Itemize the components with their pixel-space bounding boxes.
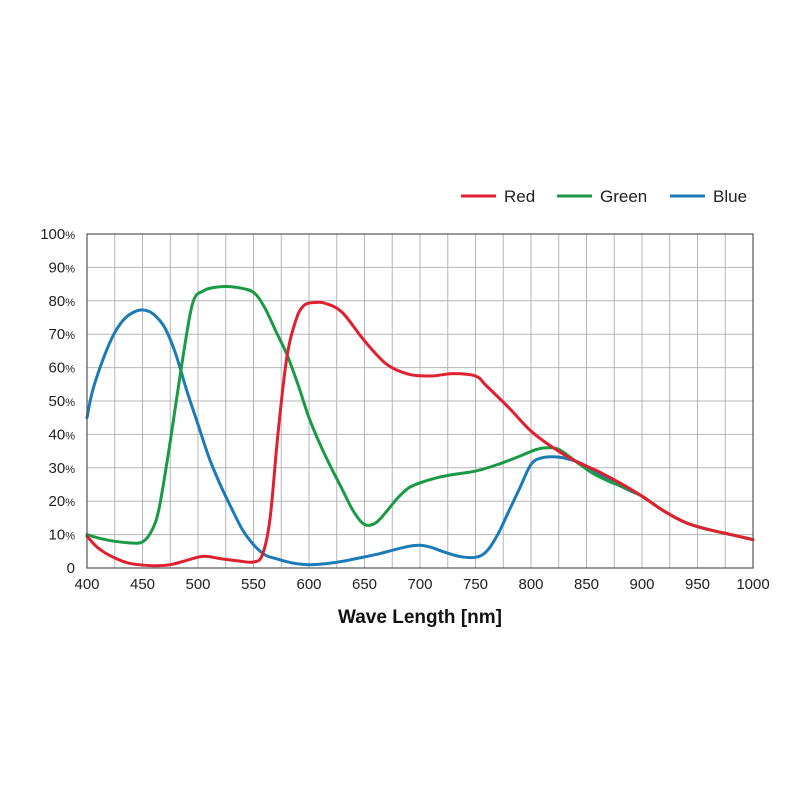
x-tick-label: 800 bbox=[518, 576, 543, 593]
y-tick-label: 90% bbox=[49, 259, 76, 276]
x-tick-label: 500 bbox=[185, 576, 210, 593]
y-tick-label: 100% bbox=[40, 226, 75, 243]
y-tick-label: 30% bbox=[49, 460, 76, 477]
x-tick-label: 700 bbox=[407, 576, 432, 593]
y-tick-label: 60% bbox=[49, 360, 76, 377]
x-tick-label: 550 bbox=[241, 576, 266, 593]
plot-frame bbox=[86, 233, 754, 569]
x-axis-label: Wave Length [nm] bbox=[338, 607, 502, 628]
y-tick-label: 20% bbox=[49, 493, 76, 510]
x-axis-ticks: 400 450 500 550 600 650 700 750 800 850 900 950 1000 bbox=[74, 576, 769, 593]
x-tick-label: 600 bbox=[296, 576, 321, 593]
y-tick-label: 50% bbox=[49, 393, 76, 410]
x-tick-label: 400 bbox=[74, 576, 99, 593]
series-line-red bbox=[85, 300, 755, 568]
grid bbox=[87, 234, 753, 568]
y-tick-label: 10% bbox=[49, 527, 76, 544]
x-tick-label: 450 bbox=[130, 576, 155, 593]
legend-label-green: Green bbox=[600, 187, 647, 206]
y-tick-label: 40% bbox=[49, 426, 76, 443]
legend-label-blue: Blue bbox=[713, 187, 747, 206]
x-tick-label: 1000 bbox=[736, 576, 769, 593]
x-tick-label: 650 bbox=[352, 576, 377, 593]
y-tick-label: 80% bbox=[49, 293, 76, 310]
x-tick-label: 900 bbox=[629, 576, 654, 593]
x-tick-label: 950 bbox=[685, 576, 710, 593]
legend: Red Green Blue bbox=[461, 187, 747, 206]
legend-label-red: Red bbox=[504, 187, 535, 206]
y-tick-label: 70% bbox=[49, 326, 76, 343]
x-tick-label: 850 bbox=[574, 576, 599, 593]
series-lines bbox=[85, 284, 755, 568]
y-tick-label: 0 bbox=[67, 560, 75, 577]
y-axis-ticks: 0 10% 20% 30% 40% 50% 60% 70% 80% 90% 100% bbox=[40, 226, 75, 577]
series-line-green bbox=[85, 284, 755, 545]
x-tick-label: 750 bbox=[463, 576, 488, 593]
